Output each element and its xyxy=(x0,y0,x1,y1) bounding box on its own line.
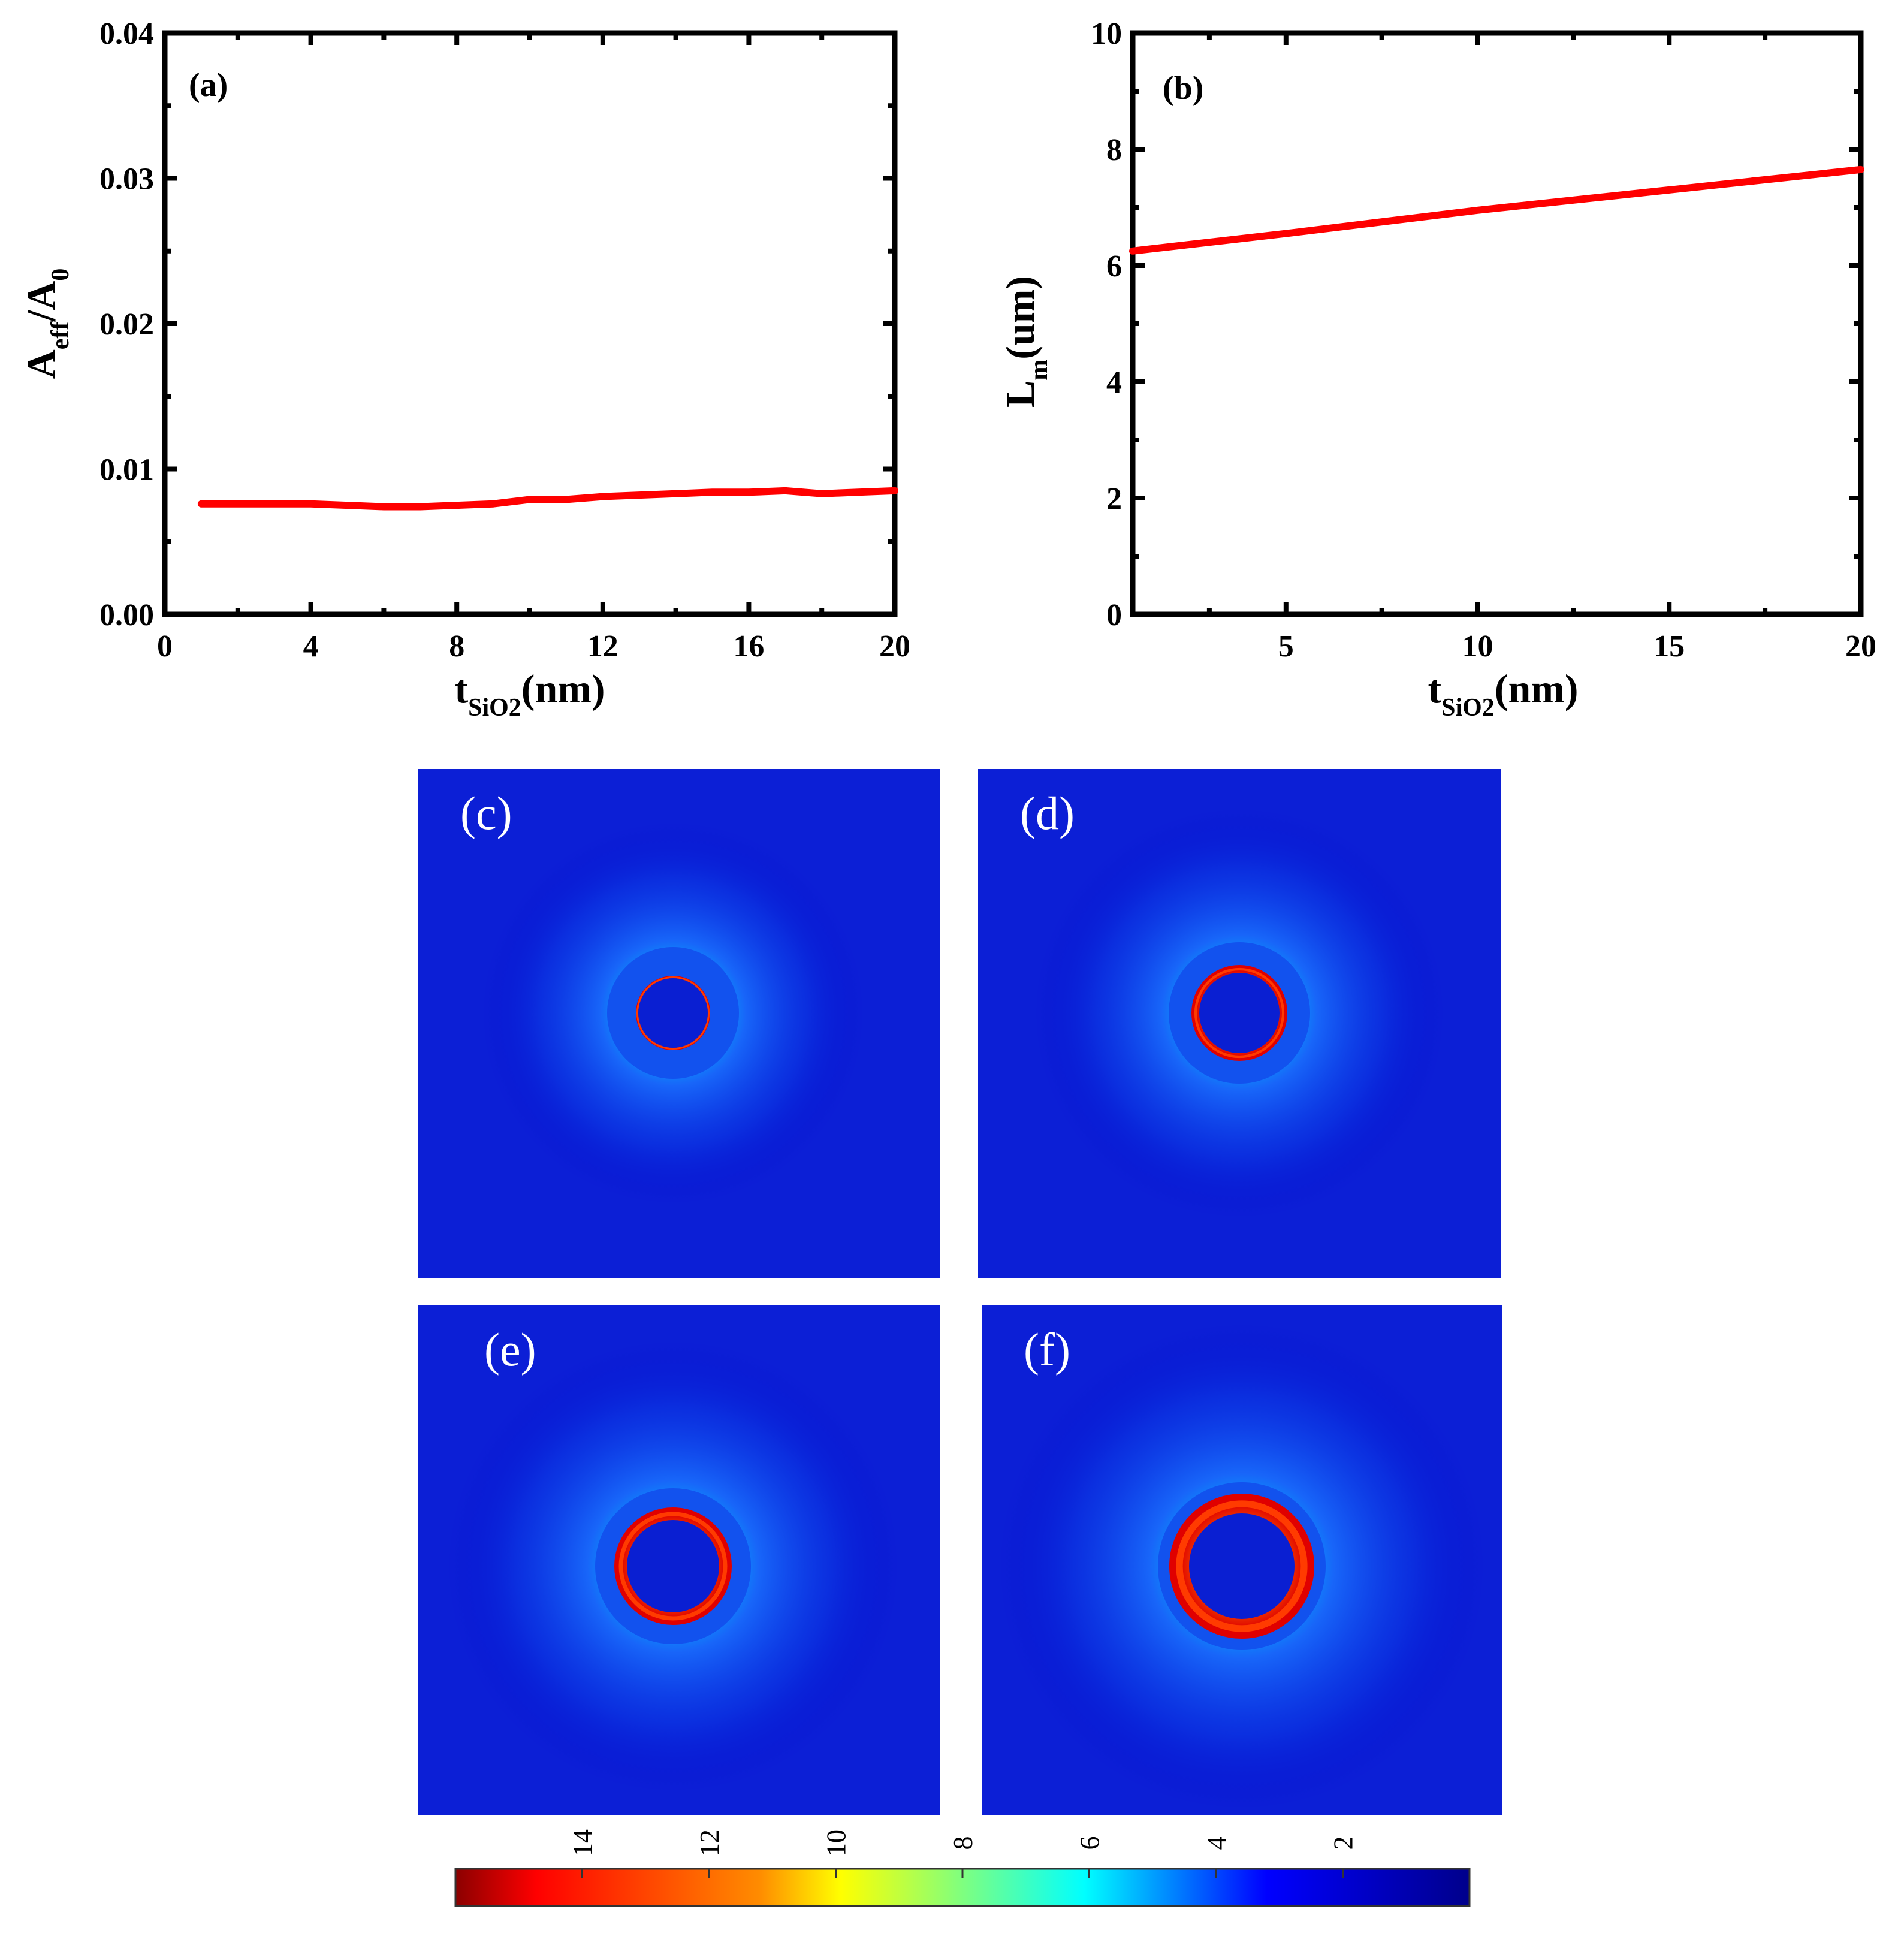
y-tick-label: 2 xyxy=(1106,482,1122,516)
colorbar-tick-label: 10 xyxy=(821,1829,852,1857)
chart-b-ticks xyxy=(1133,31,1863,617)
x-tick-label: 10 xyxy=(1462,629,1493,664)
chart-b-panel-label: (b) xyxy=(1163,70,1203,107)
field-map-c: (c) xyxy=(418,769,940,1278)
chart-a: 0 4 8 12 16 20 0.00 0.01 0.02 0.03 0.04 (a) tSiO2(… xyxy=(19,17,910,722)
x-tick-label: 5 xyxy=(1278,629,1294,664)
y-tick-label: 0.02 xyxy=(99,307,154,342)
y-tick-label: 8 xyxy=(1106,133,1122,167)
y-tick-label: 0.04 xyxy=(99,17,154,51)
map-hot-ring-core xyxy=(1176,1500,1308,1632)
chart-b-tick-labels: 5 10 15 20 0 2 4 6 8 10 xyxy=(1091,17,1876,664)
map-panel-label: (f) xyxy=(1024,1323,1070,1376)
map-inner-core xyxy=(638,978,708,1048)
colorbar: 14 12 10 8 6 4 2 xyxy=(454,1829,1471,1907)
y-tick-label: 6 xyxy=(1106,249,1122,284)
x-tick-label: 12 xyxy=(587,629,618,664)
map-inner-core xyxy=(627,1520,719,1612)
map-inner-core xyxy=(1189,1513,1295,1619)
map-panel-label: (d) xyxy=(1020,787,1075,839)
y-tick-label: 4 xyxy=(1106,366,1122,400)
colorbar-tick-label: 6 xyxy=(1075,1837,1105,1850)
map-panel-label: (e) xyxy=(484,1323,536,1376)
y-tick-label: 0.00 xyxy=(99,598,154,632)
field-map-d: (d) xyxy=(978,769,1501,1278)
x-tick-label: 0 xyxy=(157,629,173,664)
colorbar-tick-label: 12 xyxy=(694,1829,725,1857)
series-line xyxy=(1129,165,1864,255)
x-tick-label: 15 xyxy=(1653,629,1685,664)
map-hot-ring-core xyxy=(636,976,710,1050)
chart-a-ylabel: Aeff/A0 xyxy=(19,269,74,379)
y-tick-label: 0.03 xyxy=(99,162,154,197)
x-tick-label: 8 xyxy=(449,629,464,664)
colorbar-ticks: 14 12 10 8 6 4 2 xyxy=(568,1829,1359,1878)
chart-b-ylabel: Lm(um) xyxy=(997,276,1053,408)
colorbar-tick-label: 8 xyxy=(948,1837,978,1850)
y-tick-label: 10 xyxy=(1091,17,1122,51)
chart-a-ticks xyxy=(162,31,897,617)
field-map-f: (f) xyxy=(982,1305,1502,1815)
field-map-e: (e) xyxy=(418,1305,940,1815)
colorbar-tick-label: 4 xyxy=(1201,1837,1232,1850)
colorbar-tick-label: 2 xyxy=(1328,1837,1359,1850)
colorbar-tick-label: 14 xyxy=(568,1829,598,1857)
x-tick-label: 16 xyxy=(733,629,764,664)
map-hot-ring-core xyxy=(1194,967,1285,1059)
map-hot-ring-core xyxy=(618,1512,728,1621)
field-maps: (c) (d) (e) (f) xyxy=(418,769,1502,1815)
chart-a-series xyxy=(197,487,898,511)
chart-b-xlabel: tSiO2(nm) xyxy=(1428,666,1578,722)
chart-a-panel-label: (a) xyxy=(189,67,228,104)
y-tick-label: 0 xyxy=(1106,598,1122,632)
chart-b: 5 10 15 20 0 2 4 6 8 10 (b) tSiO2(nm) Lm(um) xyxy=(997,17,1876,722)
x-tick-label: 4 xyxy=(303,629,319,664)
chart-b-series xyxy=(1129,165,1864,255)
x-tick-label: 20 xyxy=(1845,629,1876,664)
map-panel-label: (c) xyxy=(460,787,512,839)
chart-a-xlabel: tSiO2(nm) xyxy=(454,666,605,722)
series-line xyxy=(197,487,898,511)
chart-a-frame xyxy=(162,30,898,617)
map-inner-core xyxy=(1199,973,1280,1053)
y-tick-label: 0.01 xyxy=(99,453,154,487)
x-tick-label: 20 xyxy=(879,629,910,664)
chart-b-frame xyxy=(1130,30,1864,617)
chart-a-tick-labels: 0 4 8 12 16 20 0.00 0.01 0.02 0.03 0.04 xyxy=(99,17,910,664)
